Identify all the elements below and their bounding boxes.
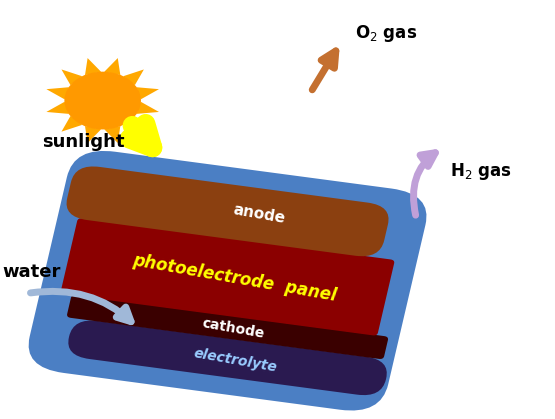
FancyBboxPatch shape — [67, 166, 388, 256]
Polygon shape — [137, 102, 159, 114]
Text: electrolyte: electrolyte — [193, 346, 278, 374]
Text: sunlight: sunlight — [42, 134, 124, 151]
FancyBboxPatch shape — [68, 321, 387, 395]
Polygon shape — [123, 116, 144, 132]
Polygon shape — [62, 116, 82, 132]
Text: water: water — [3, 264, 61, 281]
Polygon shape — [85, 126, 101, 143]
FancyBboxPatch shape — [29, 151, 426, 411]
Circle shape — [64, 72, 141, 129]
Text: O$_2$ gas: O$_2$ gas — [355, 23, 417, 44]
Polygon shape — [85, 58, 101, 75]
Text: photoelectrode  panel: photoelectrode panel — [132, 251, 338, 305]
Polygon shape — [104, 126, 120, 143]
Text: anode: anode — [232, 202, 286, 227]
Polygon shape — [104, 58, 120, 75]
Polygon shape — [137, 87, 159, 99]
Polygon shape — [123, 70, 144, 85]
Polygon shape — [47, 102, 69, 114]
Polygon shape — [47, 87, 69, 99]
FancyBboxPatch shape — [61, 218, 394, 336]
FancyBboxPatch shape — [67, 295, 388, 359]
Text: H$_2$ gas: H$_2$ gas — [450, 161, 512, 182]
Polygon shape — [62, 70, 82, 85]
Text: cathode: cathode — [200, 316, 265, 341]
